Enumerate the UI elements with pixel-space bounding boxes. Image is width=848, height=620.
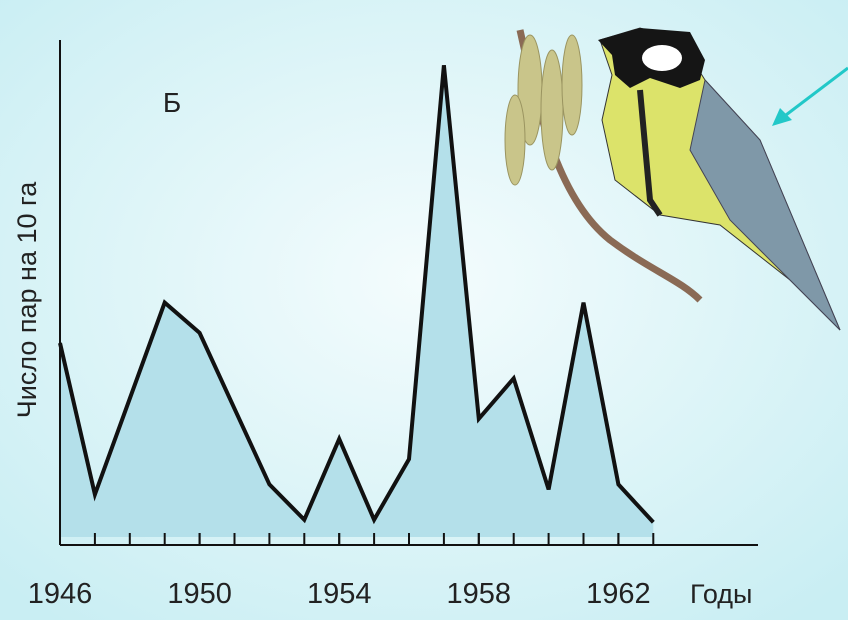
x-tick-label: 1962 xyxy=(586,578,651,610)
x-tick-label: 1954 xyxy=(307,578,372,610)
bird-illustration xyxy=(504,27,841,331)
x-tick-label: 1946 xyxy=(28,578,93,610)
x-tick-label: 1950 xyxy=(167,578,232,610)
y-axis-label: Число пар на 10 га xyxy=(12,181,42,419)
line xyxy=(58,65,655,525)
annotation: Б xyxy=(163,87,181,118)
pointer-arrow xyxy=(772,66,848,126)
x-tick-label: 1958 xyxy=(447,578,512,610)
area-fill xyxy=(60,65,654,537)
x-axis-label: Годы xyxy=(690,579,752,609)
